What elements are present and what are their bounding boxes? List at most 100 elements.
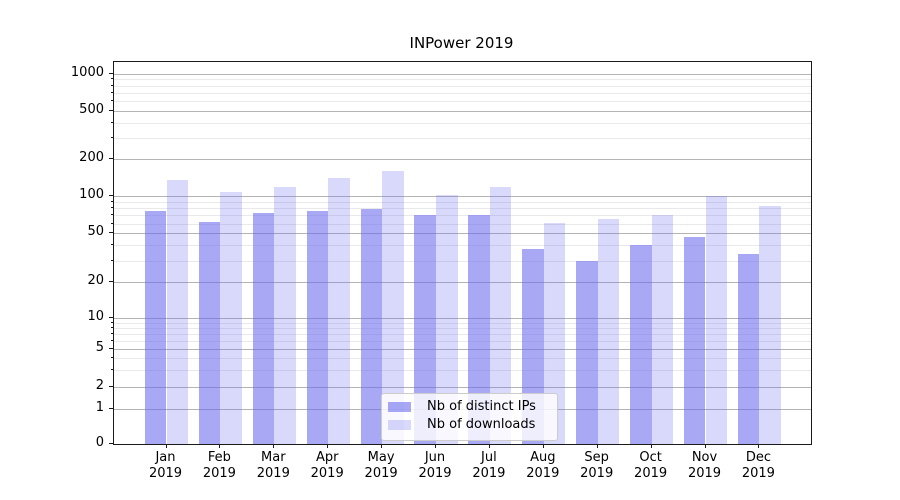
y-minor-tick-800 (111, 84, 113, 86)
minor-gridline-600 (114, 100, 811, 102)
major-gridline-2 (114, 386, 811, 388)
bar-downloads-aug (543, 222, 566, 444)
minor-gridline-400 (114, 122, 811, 124)
y-minor-tick-90 (111, 201, 113, 202)
y-minor-tick-40 (111, 244, 113, 246)
minor-gridline-80 (114, 208, 811, 210)
legend: Nb of distinct IPs Nb of downloads (381, 393, 558, 441)
x-tick-may (381, 444, 383, 448)
y-tick-label-200: 200 (79, 150, 104, 166)
x-label-month-may: May (367, 450, 395, 465)
y-minor-tick-8 (111, 326, 113, 328)
bar-downloads-mar (274, 187, 296, 444)
bar-downloads-dec (759, 206, 781, 444)
x-tick-sep (596, 444, 598, 448)
y-tick-5 (109, 347, 113, 349)
x-tick-label-apr: Apr 2019 (303, 450, 351, 482)
y-minor-tick-9 (111, 321, 113, 323)
minor-gridline-70 (114, 215, 811, 217)
major-gridline-1000 (114, 73, 811, 75)
x-tick-label-may: May 2019 (357, 450, 405, 482)
x-label-year-apr: 2019 (310, 466, 344, 481)
bar-downloads-feb (220, 192, 242, 444)
minor-gridline-7 (114, 333, 811, 335)
y-tick-20 (109, 281, 113, 283)
minor-gridline-9 (114, 322, 811, 324)
bar-downloads-apr (328, 178, 350, 444)
minor-gridline-700 (114, 92, 811, 94)
x-tick-jan (165, 444, 167, 448)
x-tick-nov (704, 444, 706, 448)
y-tick-label-500: 500 (79, 101, 104, 117)
x-label-month-feb: Feb (207, 450, 231, 465)
x-tick-label-oct: Oct 2019 (627, 450, 675, 482)
x-tick-aug (542, 444, 544, 448)
minor-gridline-60 (114, 223, 811, 225)
y-tick-label-50: 50 (87, 224, 104, 240)
x-tick-apr (327, 444, 329, 448)
legend-swatch-downloads (388, 419, 411, 430)
x-label-year-jan: 2019 (148, 466, 183, 481)
y-minor-tick-600 (111, 99, 113, 101)
y-minor-tick-4 (111, 357, 113, 358)
y-tick-1000 (109, 72, 113, 74)
bar-downloads-jun (436, 195, 458, 444)
x-tick-dec (758, 444, 760, 448)
bar-distinct-ips-dec (737, 253, 760, 444)
y-tick-0 (109, 443, 113, 444)
y-minor-tick-7 (111, 332, 113, 334)
x-label-month-dec: Dec (745, 450, 771, 465)
x-label-year-dec: 2019 (741, 466, 775, 481)
x-tick-feb (219, 444, 221, 448)
legend-label-distinct-ips: Nb of distinct IPs (427, 399, 536, 414)
x-label-month-apr: Apr (315, 450, 339, 465)
y-tick-label-5: 5 (95, 339, 104, 355)
x-label-month-mar: Mar (261, 450, 286, 465)
y-tick-1 (109, 407, 113, 409)
major-gridline-10 (114, 317, 811, 319)
x-label-year-sep: 2019 (580, 466, 614, 481)
y-minor-tick-30 (111, 259, 113, 261)
y-minor-tick-400 (111, 121, 113, 123)
bar-downloads-jan (166, 180, 189, 444)
x-tick-mar (273, 444, 275, 448)
x-tick-label-aug: Aug 2019 (519, 450, 567, 482)
x-tick-label-dec: Dec 2019 (734, 450, 782, 482)
x-label-year-mar: 2019 (256, 466, 290, 481)
x-tick-label-jun: Jun 2019 (411, 450, 459, 482)
y-minor-tick-80 (111, 207, 113, 209)
minor-gridline-90 (114, 202, 811, 203)
x-tick-label-nov: Nov 2019 (681, 450, 729, 482)
minor-gridline-8 (114, 327, 811, 329)
x-label-month-oct: Oct (639, 450, 662, 465)
bar-distinct-ips-feb (198, 221, 221, 444)
legend-entry-distinct-ips: Nb of distinct IPs (388, 399, 551, 414)
x-tick-label-feb: Feb 2019 (195, 450, 243, 482)
y-minor-tick-700 (111, 91, 113, 93)
bar-distinct-ips-apr (306, 211, 329, 444)
y-minor-tick-6 (111, 339, 113, 341)
x-label-year-may: 2019 (364, 466, 398, 481)
minor-gridline-40 (114, 245, 811, 247)
legend-entry-downloads: Nb of downloads (388, 417, 551, 432)
y-tick-label-0: 0 (95, 435, 104, 450)
x-label-month-jul: Jul (481, 450, 497, 465)
major-gridline-200 (114, 159, 811, 161)
bar-distinct-ips-jul (468, 214, 490, 444)
y-tick-10 (109, 316, 113, 318)
x-label-year-jul: 2019 (472, 466, 506, 481)
bar-distinct-ips-oct (630, 245, 652, 444)
x-label-year-nov: 2019 (687, 466, 722, 481)
x-label-month-aug: Aug (530, 450, 556, 465)
x-label-month-jun: Jun (424, 450, 446, 465)
bar-downloads-sep (597, 218, 620, 444)
y-tick-100 (109, 195, 113, 197)
y-tick-500 (109, 109, 113, 111)
bar-distinct-ips-jan (144, 211, 167, 444)
legend-swatch-distinct-ips (388, 401, 411, 412)
y-tick-label-20: 20 (87, 273, 104, 289)
x-tick-label-jul: Jul 2019 (465, 450, 513, 482)
x-label-month-nov: Nov (691, 450, 718, 465)
bar-distinct-ips-jun (414, 215, 436, 444)
